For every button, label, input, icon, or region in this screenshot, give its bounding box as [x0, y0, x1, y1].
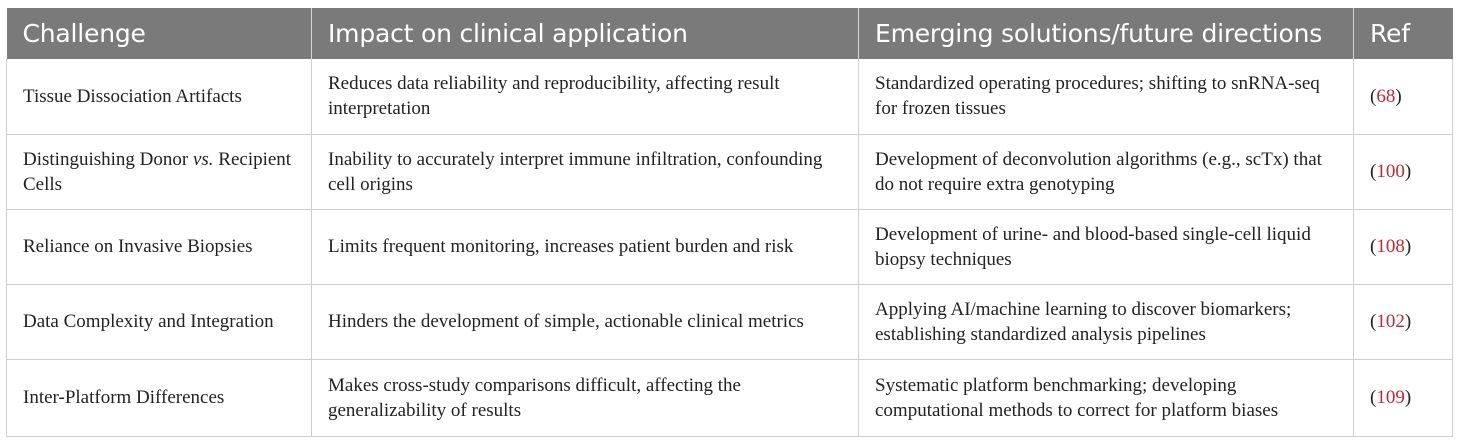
cell-impact: Inability to accurately interpret immune…	[311, 134, 859, 210]
challenges-table: Challenge Impact on clinical application…	[6, 8, 1453, 437]
cell-impact: Reduces data reliability and reproducibi…	[311, 59, 859, 135]
cell-solution: Systematic platform benchmarking; develo…	[858, 359, 1354, 437]
table-row: Inter-Platform Differences Makes cross-s…	[6, 359, 1453, 437]
header-row: Challenge Impact on clinical application…	[6, 8, 1453, 59]
cell-challenge: Distinguishing Donor vs. Recipient Cells	[6, 134, 312, 210]
cell-impact: Makes cross-study comparisons difficult,…	[311, 359, 859, 437]
ref-link[interactable]: 100	[1376, 161, 1405, 182]
table-row: Tissue Dissociation Artifacts Reduces da…	[6, 59, 1453, 135]
cell-ref: (108)	[1353, 209, 1453, 285]
cell-ref: (100)	[1353, 134, 1453, 210]
ref-link[interactable]: 68	[1376, 85, 1396, 107]
challenge-text-italic: vs.	[192, 148, 214, 170]
cell-challenge: Reliance on Invasive Biopsies	[6, 209, 312, 285]
cell-solution: Development of deconvolution algorithms …	[858, 134, 1354, 210]
header-impact: Impact on clinical application	[311, 8, 859, 59]
ref-link[interactable]: 102	[1376, 311, 1405, 332]
cell-solution: Standardized operating procedures; shift…	[858, 59, 1354, 135]
cell-ref: (102)	[1353, 284, 1453, 360]
header-solutions: Emerging solutions/future directions	[858, 8, 1354, 59]
cell-challenge: Inter-Platform Differences	[6, 359, 312, 437]
cell-ref: (68)	[1353, 59, 1453, 135]
header-challenge: Challenge	[6, 8, 312, 59]
cell-impact: Limits frequent monitoring, increases pa…	[311, 209, 859, 285]
cell-ref: (109)	[1353, 359, 1453, 437]
challenges-table-container: Challenge Impact on clinical application…	[6, 8, 1453, 437]
ref-link[interactable]: 108	[1376, 236, 1405, 257]
table-header: Challenge Impact on clinical application…	[6, 8, 1453, 59]
table-row: Reliance on Invasive Biopsies Limits fre…	[6, 209, 1453, 285]
ref-link[interactable]: 109	[1376, 387, 1405, 408]
header-ref: Ref	[1353, 8, 1453, 59]
cell-solution: Development of urine- and blood-based si…	[858, 209, 1354, 285]
challenge-text-pre: Distinguishing Donor	[23, 148, 193, 170]
table-body: Tissue Dissociation Artifacts Reduces da…	[6, 59, 1453, 437]
table-row: Distinguishing Donor vs. Recipient Cells…	[6, 134, 1453, 210]
cell-challenge: Data Complexity and Integration	[6, 284, 312, 360]
cell-impact: Hinders the development of simple, actio…	[311, 284, 859, 360]
cell-solution: Applying AI/machine learning to discover…	[858, 284, 1354, 360]
table-row: Data Complexity and Integration Hinders …	[6, 284, 1453, 360]
challenge-text-post: Recipient Cells	[23, 148, 292, 195]
cell-challenge: Tissue Dissociation Artifacts	[6, 59, 312, 135]
